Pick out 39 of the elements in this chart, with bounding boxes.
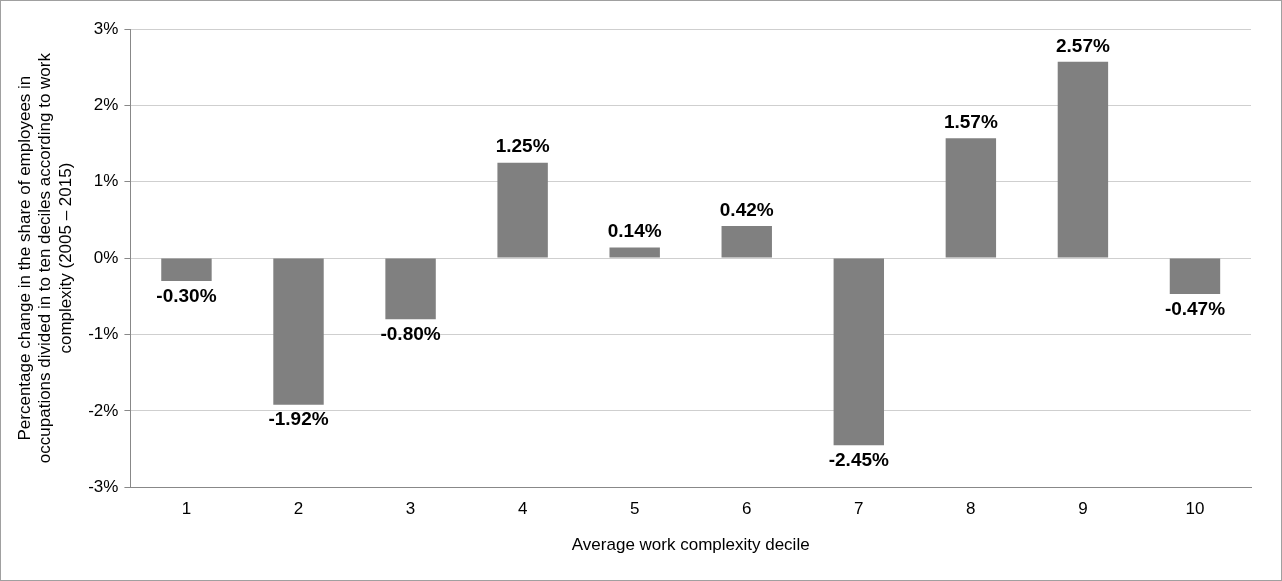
x-axis-title: Average work complexity decile: [571, 535, 810, 555]
y-axis-title: Percentage change in the share of employees in occupations divided in to ten deciles according to work complexity (2005 – 2015): [14, 52, 75, 464]
y-tick-label: 2%: [93, 95, 119, 115]
data-label: 0.42%: [719, 198, 774, 220]
x-tick-label: 7: [854, 499, 864, 519]
y-tick-label: -1%: [88, 324, 119, 344]
data-label: 2.57%: [1055, 34, 1110, 56]
y-tick-label: 1%: [93, 171, 119, 191]
x-tick-label: 9: [1078, 499, 1088, 519]
x-tick-label: 6: [742, 499, 752, 519]
bar: [721, 226, 772, 258]
data-label: -0.30%: [156, 284, 217, 306]
x-tick-label: 5: [629, 499, 640, 519]
x-tick-label: 3: [405, 499, 416, 519]
y-tick-label: -3%: [88, 476, 119, 496]
bar: [609, 247, 660, 258]
x-tick-label: 1: [181, 499, 192, 519]
y-tick-label: 3%: [93, 18, 119, 38]
data-label: 0.14%: [607, 220, 662, 242]
bar: [1057, 61, 1109, 258]
data-label: -0.80%: [380, 322, 441, 344]
x-tick-label: 8: [966, 499, 976, 519]
data-label: -2.45%: [828, 448, 890, 470]
bar: [385, 258, 436, 320]
bar: [161, 258, 212, 282]
x-tick-label: 10: [1185, 499, 1205, 519]
bar: [273, 258, 324, 405]
data-label: 1.57%: [943, 110, 998, 132]
y-tick-label: -2%: [88, 400, 119, 420]
data-label: 1.25%: [495, 135, 550, 157]
bar: [497, 162, 548, 258]
data-label: -0.47%: [1164, 297, 1226, 319]
data-label: -1.92%: [268, 408, 329, 430]
bar: [945, 138, 997, 258]
bar: [833, 258, 885, 446]
y-tick-label: 0%: [93, 247, 119, 267]
x-tick-label: 4: [517, 499, 528, 519]
bar: [1169, 258, 1221, 294]
x-tick-label: 2: [293, 499, 304, 519]
